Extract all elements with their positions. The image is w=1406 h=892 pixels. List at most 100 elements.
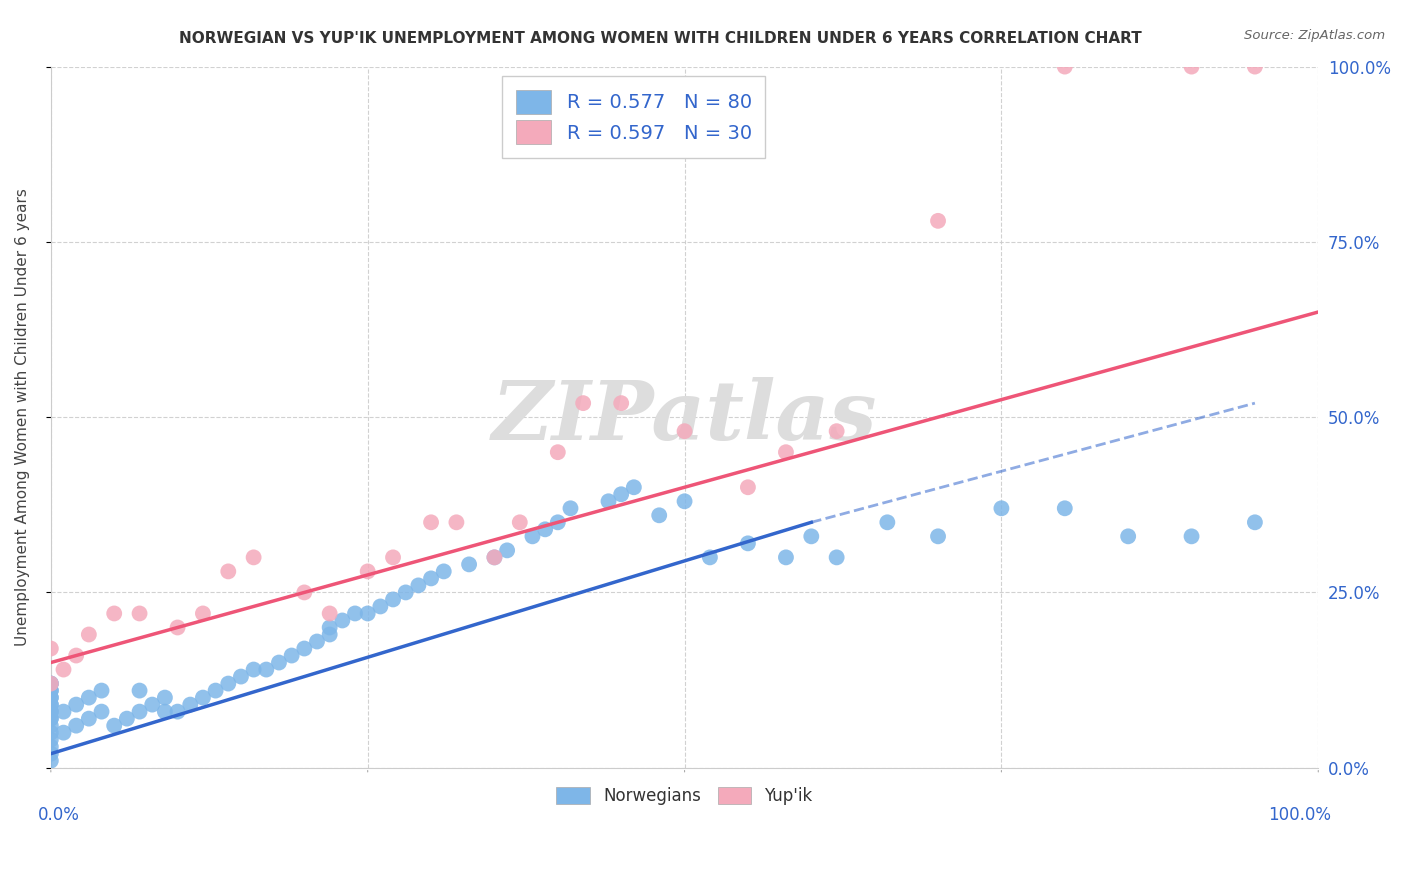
Point [648,508,671,523]
Point [420,516,443,530]
Point [280,648,302,663]
Point [623,480,645,494]
Point [128,607,150,621]
Point [927,214,949,228]
Point [77,712,100,726]
Point [1244,516,1267,530]
Point [52,705,75,719]
Point [166,620,188,634]
Text: ZIPatlas: ZIPatlas [492,377,877,458]
Y-axis label: Unemployment Among Women with Children Under 6 years: Unemployment Among Women with Children U… [15,188,30,646]
Point [141,698,163,712]
Point [382,592,405,607]
Point [484,550,506,565]
Point [825,550,848,565]
Text: Source: ZipAtlas.com: Source: ZipAtlas.com [1244,29,1385,42]
Point [1116,529,1139,543]
Point [166,705,188,719]
Point [496,543,519,558]
Point [103,718,125,732]
Point [534,522,557,536]
Point [90,683,112,698]
Point [775,550,797,565]
Point [39,683,62,698]
Point [292,585,315,599]
Point [39,641,62,656]
Point [1053,501,1076,516]
Point [39,718,62,732]
Point [318,620,340,634]
Point [77,690,100,705]
Point [572,396,595,410]
Point [217,676,239,690]
Point [598,494,620,508]
Point [382,550,405,565]
Point [115,712,138,726]
Point [673,424,696,438]
Point [103,607,125,621]
Point [433,565,456,579]
Point [242,663,264,677]
Point [204,683,226,698]
Point [39,683,62,698]
Point [52,663,75,677]
Point [1180,529,1202,543]
Point [254,663,277,677]
Point [191,607,214,621]
Point [242,550,264,565]
Point [458,558,481,572]
Point [395,585,418,599]
Point [509,516,531,530]
Point [39,705,62,719]
Point [357,565,380,579]
Point [344,607,367,621]
Point [876,516,898,530]
Point [305,634,328,648]
Point [39,676,62,690]
Point [229,669,252,683]
Point [446,516,468,530]
Point [1053,60,1076,74]
Point [217,565,239,579]
Point [39,725,62,739]
Point [610,487,633,501]
Point [775,445,797,459]
Point [39,739,62,754]
Point [484,550,506,565]
Point [52,725,75,739]
Point [153,690,176,705]
Point [547,516,569,530]
Point [39,690,62,705]
Point [699,550,721,565]
Point [1244,60,1267,74]
Point [65,648,87,663]
Point [408,578,430,592]
Point [39,676,62,690]
Point [1180,60,1202,74]
Point [39,676,62,690]
Point [179,698,201,712]
Point [65,698,87,712]
Point [267,656,290,670]
Point [128,683,150,698]
Point [800,529,823,543]
Point [825,424,848,438]
Point [39,712,62,726]
Point [673,494,696,508]
Point [560,501,582,516]
Point [370,599,392,614]
Point [153,705,176,719]
Point [330,614,353,628]
Point [39,690,62,705]
Point [65,718,87,732]
Point [39,754,62,768]
Point [128,705,150,719]
Point [737,480,759,494]
Point [522,529,544,543]
Text: NORWEGIAN VS YUP'IK UNEMPLOYMENT AMONG WOMEN WITH CHILDREN UNDER 6 YEARS CORRELA: NORWEGIAN VS YUP'IK UNEMPLOYMENT AMONG W… [180,31,1142,46]
Point [39,712,62,726]
Point [292,641,315,656]
Point [39,698,62,712]
Point [191,690,214,705]
Point [357,607,380,621]
